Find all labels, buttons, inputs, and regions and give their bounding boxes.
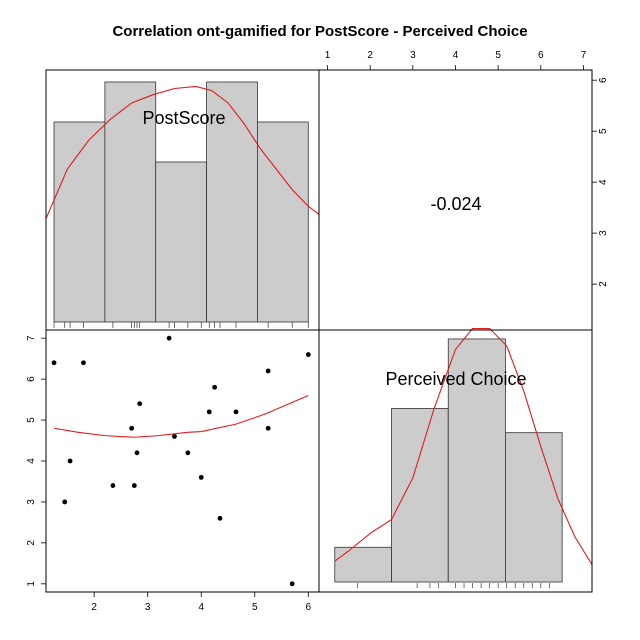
correlation-panel: 1 2 3 4 5 6 7 2 3 4 5 6 — [318, 50, 609, 331]
top-axis-tick-label: 7 — [581, 50, 587, 61]
scatter-point — [172, 434, 177, 439]
right-axis-tick-label: 6 — [598, 77, 609, 83]
y-axis-tick-label: 3 — [26, 499, 37, 505]
top-axis-tick-label: 6 — [538, 50, 544, 61]
correlation-value: -0.024 — [430, 194, 481, 214]
panel-frame — [45, 329, 320, 593]
right-axis-tick-label: 2 — [598, 281, 609, 287]
y-axis-tick-label: 6 — [26, 376, 37, 382]
y-axis-tick-label: 5 — [26, 417, 37, 423]
scatter-point — [166, 335, 172, 341]
scatter-point — [134, 450, 140, 456]
right-axis-tick-label: 5 — [598, 128, 609, 134]
scatter-panel: 2 3 4 5 6 1 2 3 4 5 6 7 — [26, 329, 320, 613]
choice-histogram-panel — [318, 327, 593, 593]
right-axis-tick-label: 3 — [598, 230, 609, 236]
scatter-point — [129, 425, 135, 431]
scatter-point — [51, 360, 57, 366]
choice-bar — [447, 338, 506, 583]
x-axis-tick-label: 3 — [145, 602, 151, 613]
scatter-point — [131, 483, 137, 488]
postscore-bar — [104, 81, 157, 323]
scatter-point — [206, 409, 212, 415]
right-axis-tick-label: 4 — [598, 179, 609, 185]
scatter-point — [233, 409, 239, 415]
postscore-bar — [257, 121, 309, 323]
x-axis-tick-label: 5 — [252, 602, 258, 613]
scatter-point — [137, 401, 143, 407]
x-axis-tick-label: 2 — [91, 602, 97, 613]
scatter-point — [110, 483, 116, 488]
top-axis-tick-label: 4 — [453, 50, 459, 61]
scatter-point — [62, 499, 68, 505]
top-axis-tick-label: 2 — [367, 50, 373, 61]
choice-bar — [505, 432, 563, 583]
postscore-bar — [53, 121, 106, 323]
postscore-bar — [206, 81, 258, 323]
x-axis-tick-label: 4 — [198, 602, 204, 613]
y-axis-tick-label: 1 — [26, 581, 37, 587]
scatter-point — [185, 450, 191, 456]
scatter-point — [265, 368, 271, 374]
scatter-point — [289, 581, 295, 587]
scatter-point — [81, 360, 86, 366]
y-axis-tick-label: 7 — [26, 335, 37, 341]
postscore-histogram-panel — [45, 69, 320, 331]
postscore-label: PostScore — [142, 108, 225, 128]
choice-bar — [391, 407, 449, 583]
y-axis-tick-label: 4 — [26, 458, 37, 464]
choice-bar — [334, 546, 392, 583]
top-axis-tick-label: 3 — [410, 50, 416, 61]
scatter-point — [67, 458, 73, 464]
loess-curve — [53, 394, 309, 438]
scatter-point — [212, 384, 218, 390]
choice-density-curve — [334, 327, 593, 565]
top-axis-tick-label: 5 — [495, 50, 501, 61]
scatter-point — [217, 515, 223, 521]
panel-frame — [318, 329, 593, 593]
perceived-choice-label: Perceived Choice — [385, 369, 526, 389]
chart-title: Correlation ont-gamified for PostScore -… — [112, 23, 527, 40]
scatter-point — [198, 474, 204, 480]
postscore-bar — [155, 161, 207, 323]
x-axis-tick-label: 6 — [306, 602, 312, 613]
scatter-point — [305, 352, 311, 357]
top-axis-tick-label: 1 — [325, 50, 331, 61]
postscore-density-curve — [45, 85, 320, 219]
scatter-point — [265, 425, 271, 431]
y-axis-tick-label: 2 — [26, 540, 37, 546]
